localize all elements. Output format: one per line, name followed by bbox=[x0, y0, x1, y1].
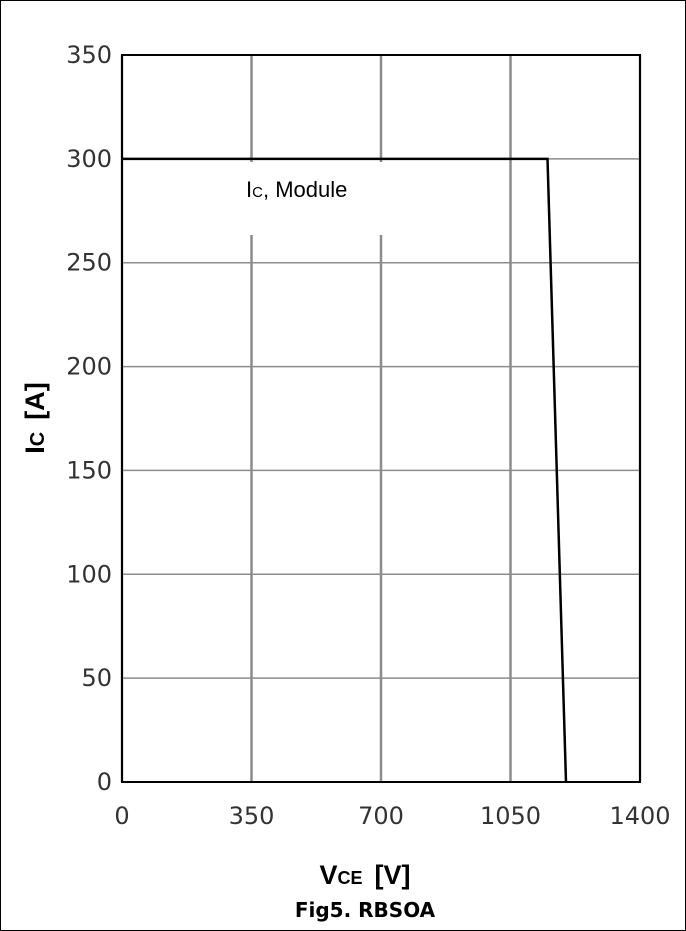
y-axis-label-sub: C bbox=[27, 432, 49, 446]
y-axis-label: IC [A] bbox=[20, 382, 50, 453]
annotation-ic-module: IC, Module bbox=[246, 177, 347, 202]
annotation-sub: C bbox=[252, 184, 263, 201]
annotation-main: I bbox=[246, 177, 252, 202]
x-tick-label: 0 bbox=[114, 802, 129, 830]
x-axis-label-sub: CE bbox=[338, 868, 363, 888]
y-tick-label: 250 bbox=[66, 249, 112, 277]
y-axis-label-main: I bbox=[20, 446, 50, 454]
annotation-background bbox=[226, 162, 424, 235]
x-axis-label-unit: [V] bbox=[375, 860, 411, 890]
y-tick-label: 200 bbox=[66, 353, 112, 381]
y-tick-label: 350 bbox=[66, 41, 112, 69]
x-tick-label: 1050 bbox=[480, 802, 541, 830]
x-axis-label: VCE [V] bbox=[319, 860, 410, 890]
x-tick-label: 700 bbox=[358, 802, 404, 830]
figure-caption: Fig5. RBSOA bbox=[295, 898, 436, 922]
x-tick-label: 350 bbox=[229, 802, 275, 830]
y-tick-label: 100 bbox=[66, 560, 112, 588]
annotation-rest: , Module bbox=[263, 177, 347, 202]
y-tick-label: 0 bbox=[97, 768, 112, 796]
plot-area-border bbox=[121, 54, 641, 783]
x-axis-label-main: V bbox=[319, 860, 337, 890]
series-group bbox=[122, 157, 568, 783]
x-tick-label: 1400 bbox=[609, 802, 670, 830]
y-tick-labels: 0 50 100 150 200 250 300 350 bbox=[66, 41, 112, 796]
y-tick-label: 50 bbox=[81, 664, 112, 692]
y-tick-label: 150 bbox=[66, 456, 112, 484]
y-tick-label: 300 bbox=[66, 145, 112, 173]
x-tick-labels: 0 350 700 1050 1400 bbox=[114, 802, 670, 830]
y-axis-label-unit: [A] bbox=[20, 382, 50, 419]
rbsoa-series-line bbox=[122, 157, 568, 783]
